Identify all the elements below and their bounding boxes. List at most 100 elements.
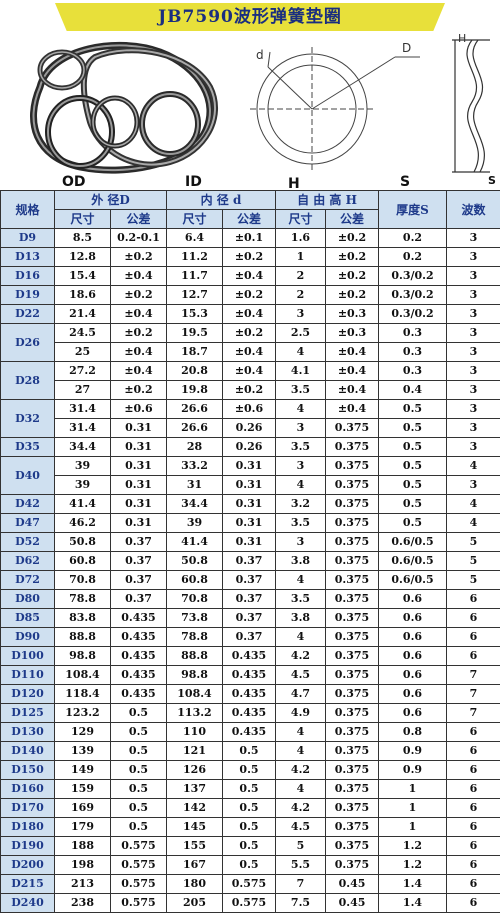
id-tolerance-cell: ±0.4 bbox=[223, 267, 276, 286]
h-tolerance-cell: ±0.4 bbox=[326, 362, 379, 381]
od-tolerance-cell: 0.5 bbox=[111, 818, 167, 837]
od-size-cell: 123.2 bbox=[55, 704, 111, 723]
waves-cell: 6 bbox=[447, 723, 500, 742]
spec-cell: D52 bbox=[1, 533, 55, 552]
size-header: 尺寸 bbox=[55, 210, 111, 229]
h-tolerance-cell: 0.375 bbox=[326, 723, 379, 742]
h-tolerance-cell: 0.375 bbox=[326, 495, 379, 514]
id-size-cell: 60.8 bbox=[167, 571, 223, 590]
id-tolerance-cell: 0.37 bbox=[223, 590, 276, 609]
waves-cell: 5 bbox=[447, 552, 500, 571]
h-size-cell: 4.2 bbox=[276, 761, 326, 780]
od-size-cell: 83.8 bbox=[55, 609, 111, 628]
waves-cell: 6 bbox=[447, 609, 500, 628]
thickness-cell: 0.6 bbox=[379, 647, 447, 666]
h-size-cell: 4 bbox=[276, 780, 326, 799]
od-size-cell: 139 bbox=[55, 742, 111, 761]
id-size-cell: 110 bbox=[167, 723, 223, 742]
od-size-cell: 15.4 bbox=[55, 267, 111, 286]
h-size-cell: 4.7 bbox=[276, 685, 326, 704]
h-tolerance-cell: 0.375 bbox=[326, 818, 379, 837]
od-size-cell: 39 bbox=[55, 476, 111, 495]
id-tolerance-cell: 0.5 bbox=[223, 818, 276, 837]
thickness-cell: 0.6 bbox=[379, 704, 447, 723]
waves-cell: 4 bbox=[447, 514, 500, 533]
h-tolerance-cell: 0.375 bbox=[326, 647, 379, 666]
spec-cell: D80 bbox=[1, 590, 55, 609]
h-tolerance-cell: ±0.4 bbox=[326, 381, 379, 400]
h-size-cell: 4 bbox=[276, 723, 326, 742]
spec-cell: D32 bbox=[1, 400, 55, 438]
h-size-cell: 1 bbox=[276, 248, 326, 267]
id-tolerance-cell: 0.31 bbox=[223, 457, 276, 476]
id-tolerance-cell: 0.37 bbox=[223, 609, 276, 628]
thickness-cell: 1.4 bbox=[379, 875, 447, 894]
waves-cell: 4 bbox=[447, 495, 500, 514]
diagram-area: d D H S OD ID H S bbox=[0, 32, 500, 192]
spec-cell: D190 bbox=[1, 837, 55, 856]
waves-cell: 6 bbox=[447, 628, 500, 647]
thickness-cell: 0.2 bbox=[379, 229, 447, 248]
id-tolerance-cell: 0.31 bbox=[223, 514, 276, 533]
h-size-cell: 1.6 bbox=[276, 229, 326, 248]
od-size-cell: 70.8 bbox=[55, 571, 111, 590]
h-tolerance-cell: ±0.2 bbox=[326, 267, 379, 286]
thickness-cell: 0.4 bbox=[379, 381, 447, 400]
od-size-cell: 129 bbox=[55, 723, 111, 742]
h-size-cell: 4.2 bbox=[276, 799, 326, 818]
outer-diameter-header: 外 径D bbox=[55, 191, 167, 210]
h-tolerance-cell: ±0.4 bbox=[326, 343, 379, 362]
id-size-cell: 41.4 bbox=[167, 533, 223, 552]
od-tolerance-cell: 0.435 bbox=[111, 609, 167, 628]
id-size-cell: 19.5 bbox=[167, 324, 223, 343]
thickness-header: 厚度S bbox=[379, 191, 447, 229]
thickness-cell: 0.6 bbox=[379, 685, 447, 704]
h-size-cell: 5.5 bbox=[276, 856, 326, 875]
id-size-cell: 33.2 bbox=[167, 457, 223, 476]
page-title: JB7590波形弹簧垫圈 bbox=[55, 3, 445, 31]
od-tolerance-cell: 0.575 bbox=[111, 856, 167, 875]
id-size-cell: 39 bbox=[167, 514, 223, 533]
od-tolerance-cell: 0.575 bbox=[111, 894, 167, 913]
spec-cell: D9 bbox=[1, 229, 55, 248]
waves-cell: 6 bbox=[447, 875, 500, 894]
h-size-cell: 2 bbox=[276, 286, 326, 305]
od-tolerance-cell: ±0.2 bbox=[111, 324, 167, 343]
h-tolerance-cell: 0.375 bbox=[326, 799, 379, 818]
h-size-cell: 3 bbox=[276, 533, 326, 552]
thickness-cell: 0.5 bbox=[379, 438, 447, 457]
id-tolerance-cell: 0.26 bbox=[223, 419, 276, 438]
od-size-cell: 159 bbox=[55, 780, 111, 799]
h-size-cell: 7.5 bbox=[276, 894, 326, 913]
id-tolerance-cell: 0.31 bbox=[223, 476, 276, 495]
waves-cell: 3 bbox=[447, 286, 500, 305]
od-tolerance-cell: ±0.4 bbox=[111, 267, 167, 286]
id-tolerance-cell: ±0.6 bbox=[223, 400, 276, 419]
header-row-1: 规格 外 径D 内 径 d 自 由 高 H 厚度S 波数 bbox=[1, 191, 500, 210]
id-size-cell: 31 bbox=[167, 476, 223, 495]
od-size-cell: 12.8 bbox=[55, 248, 111, 267]
h-size-cell: 3.5 bbox=[276, 381, 326, 400]
h-tolerance-cell: 0.375 bbox=[326, 761, 379, 780]
wave-washer-photo bbox=[10, 32, 230, 182]
thickness-cell: 0.8 bbox=[379, 723, 447, 742]
h-size-cell: 4 bbox=[276, 400, 326, 419]
od-size-cell: 149 bbox=[55, 761, 111, 780]
spec-cell: D47 bbox=[1, 514, 55, 533]
waves-cell: 6 bbox=[447, 818, 500, 837]
h-size-cell: 3.5 bbox=[276, 438, 326, 457]
od-size-cell: 108.4 bbox=[55, 666, 111, 685]
h-tolerance-cell: 0.45 bbox=[326, 875, 379, 894]
spec-cell: D90 bbox=[1, 628, 55, 647]
